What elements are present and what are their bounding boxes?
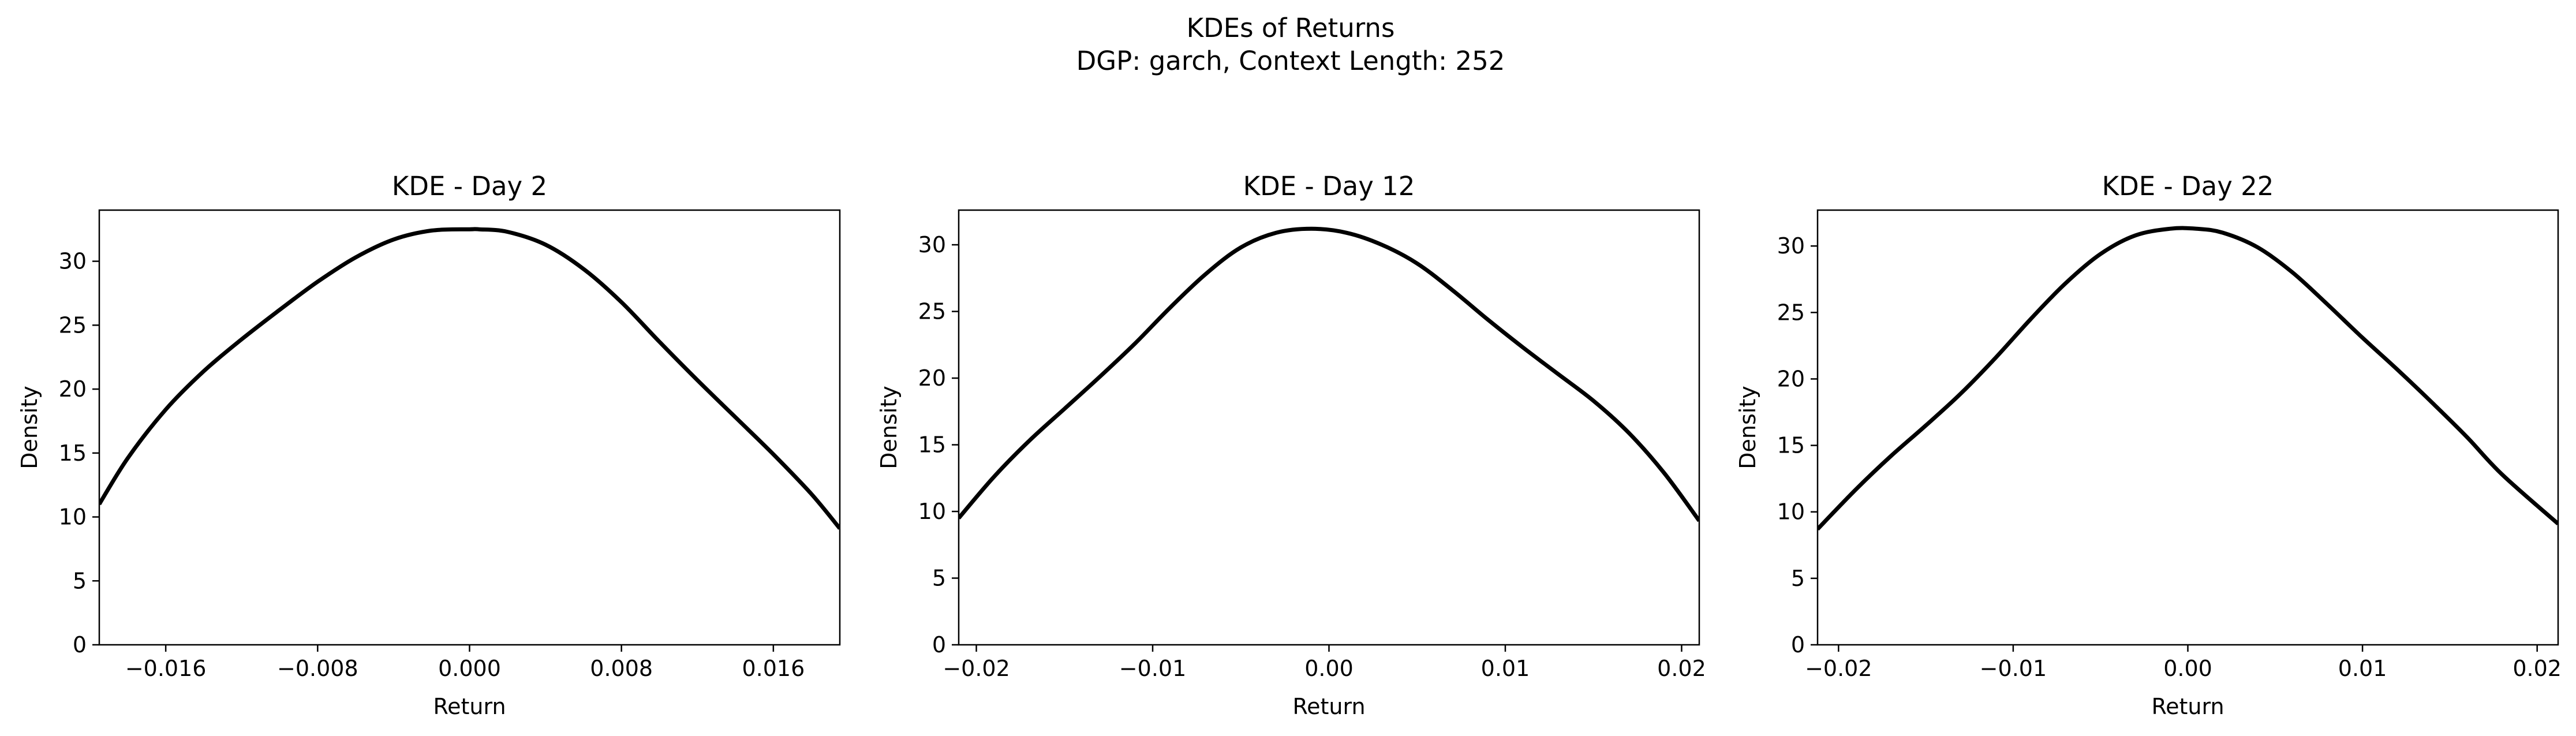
x-tick-label: 0.00 [1304,656,1354,681]
x-axis-label: Return [1292,694,1365,719]
y-axis-label: Density [1735,386,1760,469]
kde-line [1818,226,2558,531]
y-tick-label: 15 [59,440,87,466]
x-tick-label: −0.02 [943,656,1010,681]
x-axis-label: Return [433,694,506,719]
x-axis-label: Return [2151,694,2224,719]
y-tick-label: 5 [1791,566,1805,591]
x-tick-label: 0.01 [2338,656,2387,681]
x-tick-label: 0.01 [1481,656,1530,681]
y-tick-label: 0 [1791,632,1805,657]
x-tick-label: 0.02 [1657,656,1706,681]
subplot-title: KDE - Day 22 [2102,171,2274,201]
x-tick-label: 0.008 [590,656,653,681]
plot-frame [1816,209,2559,646]
plot-frame [958,209,1700,646]
x-tick-label: −0.02 [1805,656,1872,681]
figure-subtitle: DGP: garch, Context Length: 252 [1076,46,1505,76]
subplot-1: KDE - Day 2 −0.016 −0.008 0.000 0.008 0.016 0 5… [17,171,841,719]
subplot-title: KDE - Day 2 [392,171,547,201]
subplot-title: KDE - Day 12 [1243,171,1415,201]
y-tick-label: 0 [932,632,946,657]
y-tick-label: 25 [918,299,946,324]
x-tick-label: 0.016 [742,656,805,681]
x-tick-label: −0.008 [277,656,358,681]
x-tick-label: −0.01 [1119,656,1186,681]
subplots: KDE - Day 2−0.016 −0.008 0.000 0.008 0.01605… [17,171,2562,719]
y-tick-label: 10 [59,505,87,530]
y-tick-label: 5 [73,568,87,593]
y-tick-label: 0 [73,632,87,657]
y-tick-label: 20 [1777,366,1805,391]
y-tick-label: 20 [59,376,87,402]
y-tick-label: 25 [59,312,87,338]
y-tick-label: 30 [59,249,87,274]
y-tick-label: 15 [1777,433,1805,458]
y-tick-label: 5 [932,566,946,591]
y-tick-label: 15 [918,432,946,458]
subplot-3: KDE - Day 22 −0.02 −0.01 0.00 0.01 0.02 0 5 10 15… [1735,171,2562,719]
y-axis-label: Density [17,386,42,469]
subplot-2: KDE - Day 12 −0.02 −0.01 0.00 0.01 0.02 0 5 10 15… [876,171,1706,719]
plot-frame [98,209,841,646]
x-tick-label: −0.01 [1980,656,2047,681]
kde-line [959,226,1699,522]
y-axis-label: Density [876,386,902,469]
kde-line [99,227,840,530]
y-tick-label: 10 [1777,499,1805,525]
y-tick-label: 20 [918,365,946,391]
y-tick-label: 30 [1777,233,1805,259]
y-tick-label: 10 [918,499,946,524]
y-tick-label: 30 [918,232,946,257]
figure-title: KDEs of Returns [1187,13,1395,43]
x-tick-label: 0.000 [438,656,501,681]
x-tick-label: 0.00 [2163,656,2212,681]
x-tick-label: −0.016 [125,656,207,681]
x-tick-label: 0.02 [2513,656,2562,681]
y-tick-label: 25 [1777,300,1805,325]
